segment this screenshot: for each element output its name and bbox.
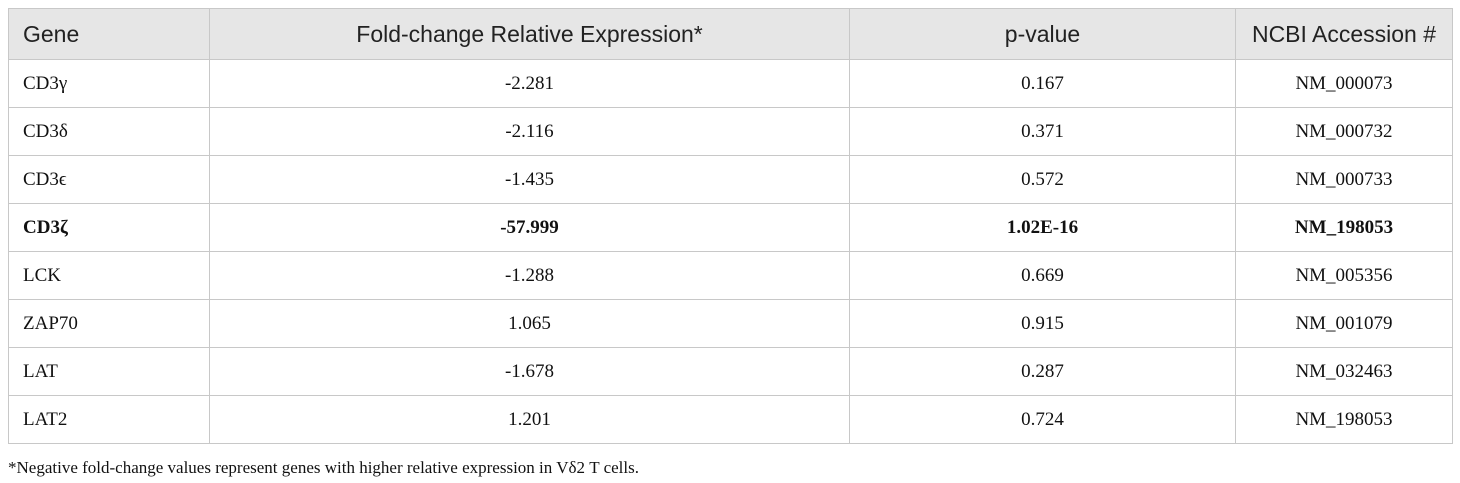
header-p-value: p-value — [849, 8, 1236, 60]
header-accession: NCBI Accession # — [1235, 8, 1453, 60]
cell-p-value: 1.02E-16 — [849, 203, 1236, 252]
cell-fold-change: 1.201 — [209, 395, 850, 444]
cell-gene: LAT2 — [8, 395, 210, 444]
cell-accession: NM_001079 — [1235, 299, 1453, 348]
cell-accession: NM_000073 — [1235, 59, 1453, 108]
cell-accession: NM_198053 — [1235, 395, 1453, 444]
header-row: Gene Fold-change Relative Expression* p-… — [8, 8, 1453, 60]
cell-gene: CD3δ — [8, 107, 210, 156]
table-row: LAT -1.678 0.287 NM_032463 — [8, 347, 1453, 396]
table-row: CD3δ -2.116 0.371 NM_000732 — [8, 107, 1453, 156]
cell-gene: ZAP70 — [8, 299, 210, 348]
cell-p-value: 0.371 — [849, 107, 1236, 156]
table-row: LAT2 1.201 0.724 NM_198053 — [8, 395, 1453, 444]
cell-gene: LAT — [8, 347, 210, 396]
cell-fold-change: -1.288 — [209, 251, 850, 300]
cell-fold-change: -1.678 — [209, 347, 850, 396]
gene-expression-table: Gene Fold-change Relative Expression* p-… — [8, 8, 1453, 444]
cell-fold-change: -1.435 — [209, 155, 850, 204]
table-row: ZAP70 1.065 0.915 NM_001079 — [8, 299, 1453, 348]
cell-fold-change: -2.281 — [209, 59, 850, 108]
table-row: CD3ϵ -1.435 0.572 NM_000733 — [8, 155, 1453, 204]
cell-gene: CD3ζ — [8, 203, 210, 252]
cell-gene: CD3ϵ — [8, 155, 210, 204]
cell-p-value: 0.724 — [849, 395, 1236, 444]
table-container: Gene Fold-change Relative Expression* p-… — [8, 8, 1453, 444]
table-row: CD3γ -2.281 0.167 NM_000073 — [8, 59, 1453, 108]
cell-accession: NM_000732 — [1235, 107, 1453, 156]
cell-gene: CD3γ — [8, 59, 210, 108]
table-row: LCK -1.288 0.669 NM_005356 — [8, 251, 1453, 300]
cell-p-value: 0.572 — [849, 155, 1236, 204]
cell-accession: NM_032463 — [1235, 347, 1453, 396]
cell-accession: NM_000733 — [1235, 155, 1453, 204]
cell-accession: NM_198053 — [1235, 203, 1453, 252]
cell-p-value: 0.287 — [849, 347, 1236, 396]
cell-fold-change: 1.065 — [209, 299, 850, 348]
header-fold-change: Fold-change Relative Expression* — [209, 8, 850, 60]
cell-p-value: 0.167 — [849, 59, 1236, 108]
cell-gene: LCK — [8, 251, 210, 300]
table-row-highlighted: CD3ζ -57.999 1.02E-16 NM_198053 — [8, 203, 1453, 252]
cell-accession: NM_005356 — [1235, 251, 1453, 300]
table-footnote: *Negative fold-change values represent g… — [8, 458, 639, 477]
cell-fold-change: -57.999 — [209, 203, 850, 252]
cell-p-value: 0.669 — [849, 251, 1236, 300]
header-gene: Gene — [8, 8, 210, 60]
cell-p-value: 0.915 — [849, 299, 1236, 348]
table-body: CD3γ -2.281 0.167 NM_000073 CD3δ -2.116 … — [8, 59, 1453, 444]
table-header: Gene Fold-change Relative Expression* p-… — [8, 8, 1453, 60]
cell-fold-change: -2.116 — [209, 107, 850, 156]
